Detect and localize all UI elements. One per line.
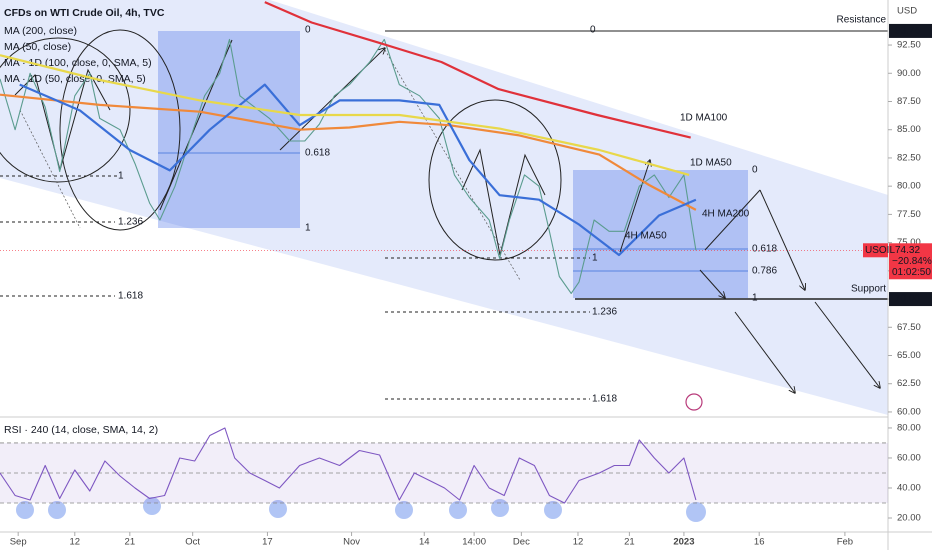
x-tick-label: 12: [573, 537, 584, 548]
resistance-text: Resistance: [837, 15, 887, 26]
countdown: 01:02:50: [892, 267, 931, 278]
x-tick-label: 21: [125, 537, 136, 548]
series-line: [0, 54, 690, 176]
annotation: 4H MA50: [625, 231, 667, 242]
y-tick-label: 92.50: [897, 40, 921, 51]
y-tick-label: 67.50: [897, 322, 921, 333]
y-tick-label: 90.00: [897, 68, 921, 79]
y-tick-label: 77.50: [897, 209, 921, 220]
x-tick-label: 17: [262, 537, 273, 548]
last-price: 74.32: [895, 245, 920, 256]
rsi-lows: [16, 497, 706, 522]
x-tick-label: Nov: [343, 537, 360, 548]
series-line: [0, 93, 697, 211]
annotation: 1.236: [118, 217, 143, 228]
fib-box: [158, 31, 300, 228]
y-tick-label: 20.00: [897, 513, 921, 524]
fib-lines: [158, 152, 748, 272]
annotation: 1D MA100: [680, 113, 728, 124]
x-tick-label: Feb: [837, 537, 853, 548]
series-line: [0, 427, 697, 504]
symbol-tag: [863, 243, 888, 258]
annotation: 1: [118, 171, 124, 182]
x-tick-label: 14: [419, 537, 430, 548]
annotation: 1: [305, 223, 311, 234]
legend-entry: MA (50, close): [4, 41, 71, 53]
y-tick-label: 40.00: [897, 482, 921, 493]
trend-dotted: [384, 49, 521, 281]
annotation: 1: [752, 293, 758, 304]
annotation: 1.236: [592, 307, 617, 318]
y-tick-label: 85.00: [897, 124, 921, 135]
annotation: 0.618: [305, 148, 330, 159]
series-line: [264, 1, 691, 139]
annotation: 1.618: [592, 394, 617, 405]
annotation: 1D MA50: [690, 158, 732, 169]
legend-entry: MA (200, close): [4, 25, 77, 37]
x-tick-label: 16: [754, 537, 765, 548]
annotation: 0.786: [752, 266, 777, 277]
annotation: 0: [752, 165, 758, 176]
annotation: 1: [592, 253, 598, 264]
alert-icon[interactable]: [685, 393, 703, 411]
x-tick-label: 21: [624, 537, 635, 548]
y-tick-label: 80.00: [897, 181, 921, 192]
y-tick-label: 60.00: [897, 452, 921, 463]
resistance-tag: [889, 23, 932, 38]
x-tick-label: 2023: [673, 537, 694, 548]
support-tag: [889, 292, 932, 307]
last-tag: [889, 243, 932, 280]
symbol: USOIL: [865, 245, 895, 256]
annotation: 0: [590, 25, 596, 36]
support-text: Support: [851, 284, 886, 295]
series-line: [0, 38, 697, 294]
series-line: [19, 83, 697, 257]
annotation: 0.618: [752, 244, 777, 255]
annotation: 4H MA200: [702, 209, 750, 220]
y-tick-label: 60.00: [897, 406, 921, 417]
y-tick-label: 80.00: [897, 422, 921, 433]
x-tick-label: Dec: [513, 537, 530, 548]
y-tick-label: 87.50: [897, 96, 921, 107]
support-tag-label: 70.00: [895, 294, 920, 305]
x-tick-label: Sep: [10, 537, 27, 548]
x-tick-label: 14:00: [462, 537, 486, 548]
y-tick-label: 62.50: [897, 378, 921, 389]
currency: USD: [897, 6, 917, 17]
y-tick-label: 65.00: [897, 350, 921, 361]
x-tick-label: 12: [69, 537, 80, 548]
annotation: 1.618: [118, 291, 143, 302]
resistance-tag-label: 93.75: [895, 26, 920, 37]
y-tick-label: 75.00: [897, 237, 921, 248]
last-change: −20.84%: [892, 256, 932, 267]
annotation: 0: [305, 25, 311, 36]
rsi-title: RSI · 240 (14, close, SMA, 14, 2): [4, 424, 158, 436]
legend-title: CFDs on WTI Crude Oil, 4h, TVC: [4, 7, 165, 19]
y-tick-label: 82.50: [897, 152, 921, 163]
x-tick-label: Oct: [185, 537, 200, 548]
fib-dashed: [0, 175, 590, 400]
